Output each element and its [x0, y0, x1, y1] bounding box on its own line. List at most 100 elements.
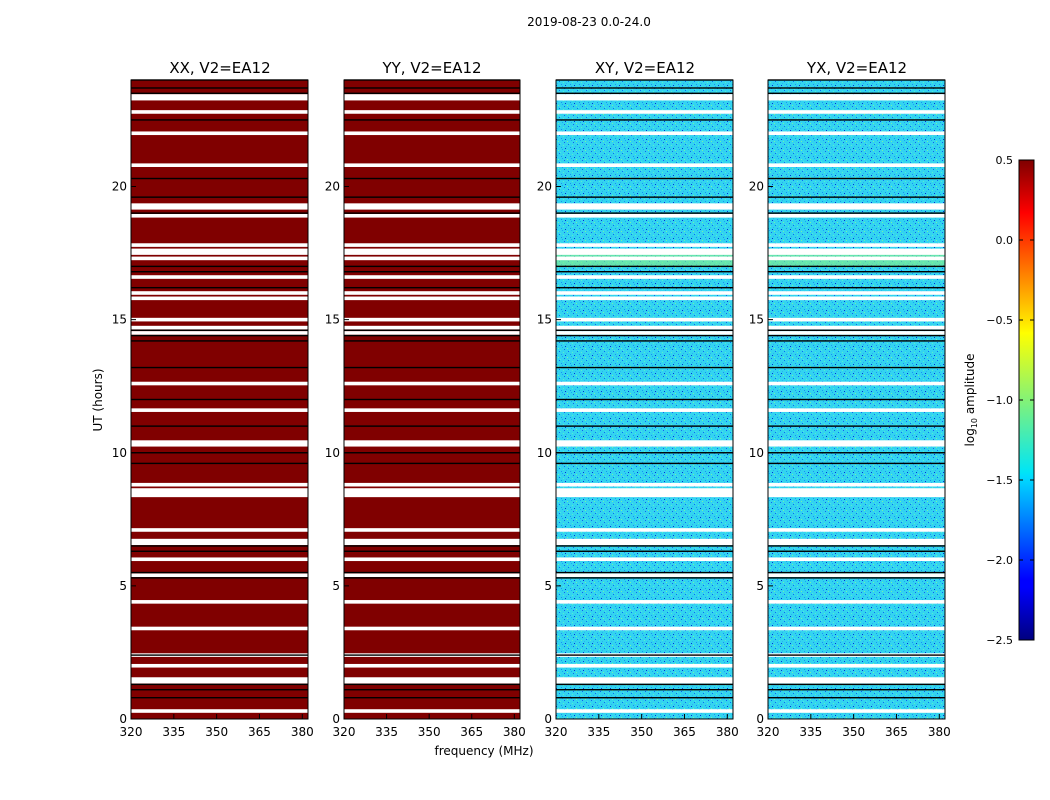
xtick-label-yx-3: 365 — [885, 725, 908, 739]
flag-black-yy-17 — [344, 271, 520, 273]
flag-white-xx-15 — [131, 482, 308, 487]
ytick-label-yy-3: 15 — [325, 313, 340, 327]
flag-black-yx-13 — [768, 340, 945, 342]
flag-white-yx-15 — [768, 482, 945, 487]
flag-black-xy-1 — [556, 689, 733, 691]
flag-white-xx-10 — [131, 538, 308, 543]
x-axis-label: frequency (MHz) — [434, 744, 533, 758]
flag-black-yy-3 — [344, 654, 520, 656]
flag-white-xy-33 — [556, 163, 733, 167]
flag-black-xx-4 — [131, 577, 308, 579]
flag-white-yx-22 — [768, 317, 945, 322]
flag-white-xx-26 — [131, 256, 308, 261]
xtick-label-xx-1: 335 — [162, 725, 185, 739]
flag-white-yy-14 — [344, 488, 520, 492]
flag-white-xx-1 — [131, 679, 308, 684]
flag-black-xx-11 — [131, 398, 308, 401]
flag-white-xy-30 — [556, 213, 733, 218]
xtick-label-xx-4: 380 — [291, 725, 314, 739]
flag-white-xy-26 — [556, 256, 733, 261]
flag-black-xx-15 — [131, 329, 308, 331]
flag-black-yy-1 — [344, 689, 520, 691]
xtick-label-yy-3: 365 — [460, 725, 483, 739]
panel-xy-title: XY, V2=EA12 — [595, 59, 695, 77]
flag-white-xx-18 — [131, 408, 308, 412]
flag-black-xx-24 — [131, 87, 308, 89]
flag-white-yx-9 — [768, 541, 945, 546]
flag-black-xx-21 — [131, 177, 308, 180]
flag-white-yx-25 — [768, 275, 945, 279]
xtick-label-xy-4: 380 — [716, 725, 739, 739]
flag-white-xy-6 — [556, 600, 733, 604]
panel-xy: XY, V2=EA12 0 5 10 15 20 320 335 350 365 380 — [537, 59, 739, 739]
ytick-label-yy-2: 10 — [325, 446, 340, 460]
flag-white-yx-28 — [768, 248, 945, 253]
panel-yx-title: YX, V2=EA12 — [806, 59, 907, 77]
flag-white-yy-23 — [344, 296, 520, 301]
flag-white-yy-2 — [344, 677, 520, 681]
flag-white-xy-13 — [556, 490, 733, 495]
xtick-label-xx-3: 365 — [248, 725, 271, 739]
flag-black-xy-17 — [556, 271, 733, 273]
flag-white-yx-37 — [768, 94, 945, 98]
flag-white-xx-24 — [131, 291, 308, 295]
flag-black-yy-12 — [344, 366, 520, 369]
flag-white-xy-34 — [556, 131, 733, 136]
ytick-label-xy-1: 5 — [544, 579, 552, 593]
flag-white-yy-12 — [344, 493, 520, 498]
flag-black-xx-19 — [131, 212, 308, 214]
panel-xx-title: XX, V2=EA12 — [169, 59, 270, 77]
flag-white-xy-15 — [556, 482, 733, 487]
flag-white-yx-24 — [768, 291, 945, 295]
flag-white-yx-6 — [768, 600, 945, 604]
ytick-label-yx-3: 15 — [749, 313, 764, 327]
flag-black-xy-18 — [556, 265, 733, 268]
flag-white-xx-22 — [131, 317, 308, 322]
flag-white-xx-16 — [131, 442, 308, 447]
flag-white-xy-10 — [556, 538, 733, 543]
flag-white-xy-28 — [556, 248, 733, 253]
flag-black-xx-17 — [131, 271, 308, 273]
flag-black-yx-19 — [768, 212, 945, 214]
ytick-label-xy-2: 10 — [537, 446, 552, 460]
ytick-label-xx-1: 5 — [119, 579, 127, 593]
flag-black-xy-8 — [556, 462, 733, 465]
panel-xx-frame — [130, 79, 309, 720]
flag-black-xx-2 — [131, 683, 308, 686]
flag-black-yx-1 — [768, 689, 945, 691]
flag-white-yy-10 — [344, 538, 520, 543]
ytick-label-xx-2: 10 — [112, 446, 127, 460]
flag-black-xx-14 — [131, 334, 308, 337]
flag-white-yx-29 — [768, 243, 945, 247]
flag-white-xx-34 — [131, 131, 308, 136]
flag-white-xy-8 — [556, 557, 733, 562]
colorbar-tick-label-3: −1.0 — [986, 394, 1013, 407]
flag-black-yy-0 — [344, 697, 520, 699]
flag-black-xy-22 — [556, 119, 733, 121]
flag-black-yx-9 — [768, 452, 945, 454]
flag-black-yy-7 — [344, 545, 520, 547]
flag-white-yx-14 — [768, 488, 945, 492]
ytick-label-yx-0: 0 — [756, 712, 764, 726]
y-axis-label: UT (hours) — [91, 368, 105, 431]
flag-white-xy-2 — [556, 677, 733, 681]
flag-white-xx-11 — [131, 528, 308, 532]
flag-black-yx-12 — [768, 366, 945, 369]
xtick-label-yy-2: 350 — [418, 725, 441, 739]
flag-white-yy-33 — [344, 163, 520, 167]
flag-white-yy-34 — [344, 131, 520, 136]
flag-white-xx-0 — [131, 709, 308, 713]
flag-black-xx-1 — [131, 689, 308, 691]
ytick-label-xx-0: 0 — [119, 712, 127, 726]
flag-black-yx-18 — [768, 265, 945, 268]
flag-black-yy-6 — [344, 550, 520, 552]
flag-white-yx-16 — [768, 442, 945, 447]
colorbar-tick-label-0: 0.5 — [996, 154, 1014, 167]
ytick-label-xy-3: 15 — [537, 313, 552, 327]
flag-black-yy-11 — [344, 398, 520, 401]
flag-black-yx-22 — [768, 119, 945, 121]
flag-black-xx-13 — [131, 340, 308, 342]
panel-yx-frame — [767, 79, 946, 720]
flag-white-xy-25 — [556, 275, 733, 279]
flag-white-yx-18 — [768, 408, 945, 412]
